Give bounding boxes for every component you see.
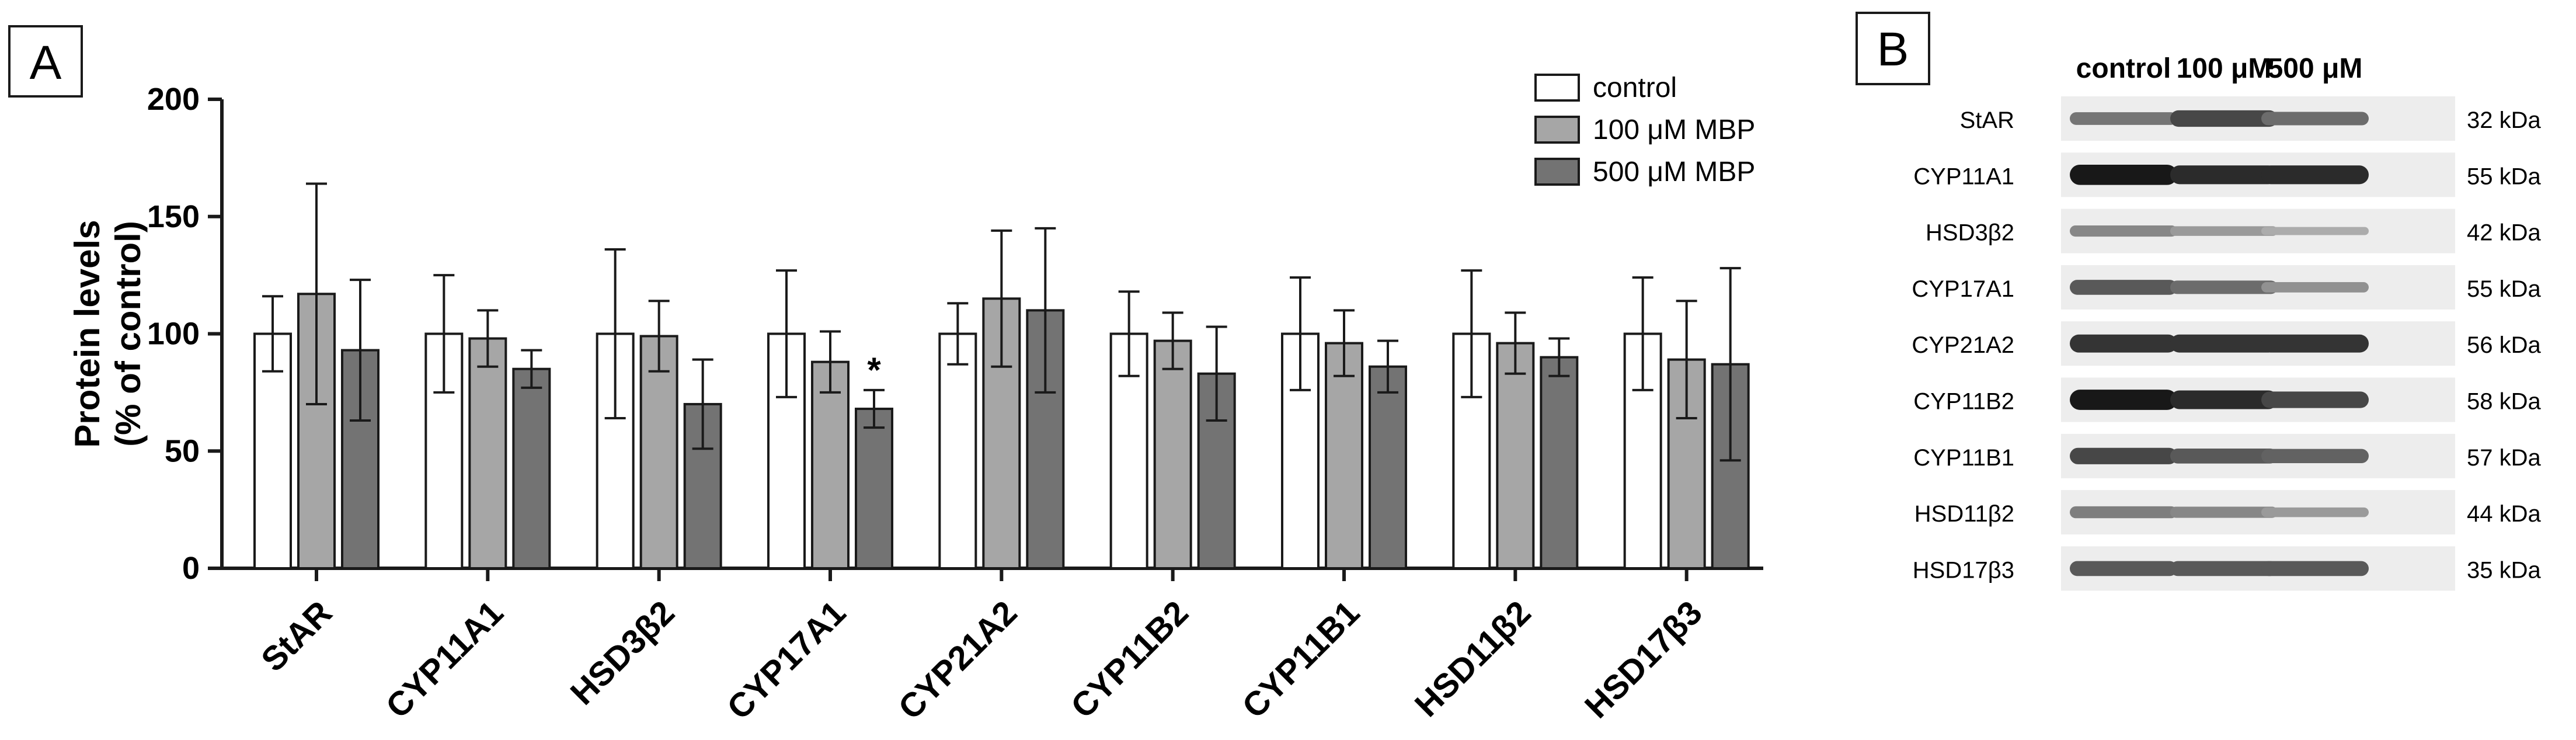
blot-protein-label: CYP21A2 xyxy=(1912,332,2014,358)
legend-label: 100 μM MBP xyxy=(1593,114,1755,145)
blot-column-label: control xyxy=(2076,53,2171,84)
blot-band xyxy=(2261,112,2369,126)
blot-band xyxy=(2170,449,2278,464)
blot-protein-label: CYP17A1 xyxy=(1912,276,2014,302)
blot-band xyxy=(2170,390,2278,409)
legend: control 100 μM MBP 500 μM MBP xyxy=(1534,72,1755,187)
blot-band xyxy=(2261,227,2369,235)
legend-label: control xyxy=(1593,72,1677,103)
blot-size-label: 57 kDa xyxy=(2467,445,2541,471)
y-tick-label: 50 xyxy=(165,433,200,468)
y-tick-label: 0 xyxy=(182,551,200,586)
bar-CYP11A1-100-μM-MBP xyxy=(468,337,507,570)
legend-swatch xyxy=(1534,74,1580,102)
blot-size-label: 32 kDa xyxy=(2467,107,2541,133)
blot-size-label: 55 kDa xyxy=(2467,276,2541,302)
bar-CYP11A1-500-μM-MBP xyxy=(512,367,551,569)
bar-HSD11β2-100-μM-MBP xyxy=(1496,342,1535,569)
x-tick-label: CYP11B2 xyxy=(1064,593,1196,725)
blot-protein-label: HSD3β2 xyxy=(1926,220,2014,246)
blot-size-label: 44 kDa xyxy=(2467,501,2541,527)
panel-b-label: B xyxy=(1856,12,1930,85)
x-tick-label: HSD3β2 xyxy=(563,593,682,712)
bar-CYP21A2-control xyxy=(938,332,977,569)
panel-b-label-text: B xyxy=(1877,23,1909,76)
x-tick-label: StAR xyxy=(254,593,339,679)
blot-column-label: 500 μM xyxy=(2268,53,2363,84)
blot-size-label: 58 kDa xyxy=(2467,389,2541,415)
y-tick-label: 150 xyxy=(147,199,200,234)
x-tick-label: CYP11A1 xyxy=(378,593,510,725)
legend-swatch xyxy=(1534,116,1580,144)
blot-band xyxy=(2261,334,2369,353)
blot-band xyxy=(2070,164,2177,185)
blot-band xyxy=(2070,112,2177,125)
blot-band xyxy=(2261,561,2369,576)
bar-CYP17A1-500-μM-MBP xyxy=(855,407,893,569)
panel-a-label: A xyxy=(8,25,83,98)
blot-size-label: 42 kDa xyxy=(2467,220,2541,246)
y-tick-label: 100 xyxy=(147,317,200,352)
x-tick-label: HSD17β3 xyxy=(1578,593,1710,725)
blot-band xyxy=(2170,561,2278,576)
bar-CYP11B2-100-μM-MBP xyxy=(1153,339,1192,569)
significance-marker: * xyxy=(867,350,881,390)
x-tick-label: CYP17A1 xyxy=(720,593,853,727)
blot-protein-label: StAR xyxy=(1960,107,2014,133)
blot-protein-label: HSD11β2 xyxy=(1914,501,2014,527)
blot-protein-label: CYP11B2 xyxy=(1913,389,2014,415)
blot-band xyxy=(2170,226,2278,236)
bar-HSD17β3-control xyxy=(1623,332,1662,569)
y-tick-label: 200 xyxy=(147,82,200,117)
blot-band xyxy=(2261,449,2369,463)
x-tick-label: CYP21A2 xyxy=(891,593,1024,727)
x-tick-label: HSD11β2 xyxy=(1408,593,1538,724)
blot-band xyxy=(2070,447,2177,464)
blot-band xyxy=(2070,280,2177,295)
blot-column-label: 100 μM xyxy=(2177,53,2272,84)
blot-size-label: 56 kDa xyxy=(2467,332,2541,358)
blot-size-label: 35 kDa xyxy=(2467,557,2541,583)
blot-size-label: 55 kDa xyxy=(2467,164,2541,189)
blot-protein-label: CYP11B1 xyxy=(1913,445,2014,471)
blot-band xyxy=(2170,506,2278,518)
legend-label: 500 μM MBP xyxy=(1593,157,1755,187)
blot-band xyxy=(2070,390,2177,410)
blot-band xyxy=(2070,334,2177,353)
blot-band xyxy=(2070,561,2177,576)
blot-band xyxy=(2170,165,2278,185)
y-axis-label: Protein levels xyxy=(68,220,107,447)
blot-band xyxy=(2261,507,2369,517)
bar-chart: 0 50 100 150 200 Protein levels (% of control)… xyxy=(68,82,1763,727)
blot-band xyxy=(2170,280,2278,294)
blot-protein-label: CYP11A1 xyxy=(1913,164,2014,189)
blot-band xyxy=(2170,110,2278,127)
blot-band xyxy=(2070,506,2177,519)
x-tick-label: CYP11B1 xyxy=(1235,593,1367,725)
bar-CYP11B1-500-μM-MBP xyxy=(1369,365,1407,570)
blot-band xyxy=(2070,225,2177,237)
panel-a-label-text: A xyxy=(30,36,62,89)
blot-band xyxy=(2261,391,2369,408)
blot-band xyxy=(2261,282,2369,293)
blot-band xyxy=(2261,165,2369,185)
blot-protein-label: HSD17β3 xyxy=(1913,557,2014,583)
y-axis-label-2: (% of control) xyxy=(109,221,148,447)
blot-band xyxy=(2170,334,2278,353)
legend-swatch xyxy=(1534,158,1580,186)
bar-HSD11β2-500-μM-MBP xyxy=(1540,356,1579,570)
bar-StAR-control xyxy=(253,332,292,569)
